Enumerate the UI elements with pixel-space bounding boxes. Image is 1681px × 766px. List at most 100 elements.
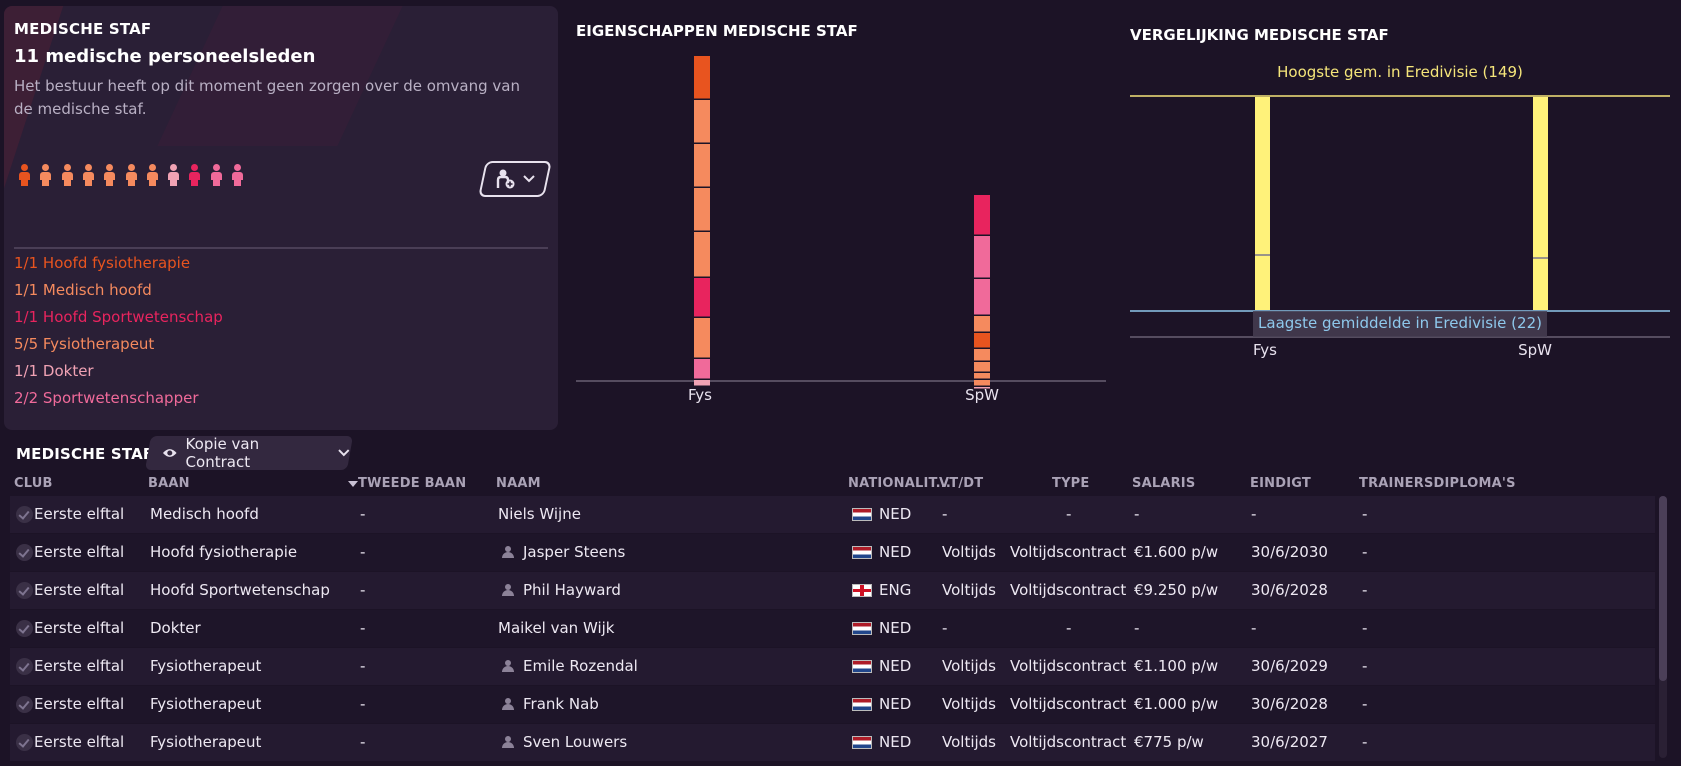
- column-header-salaris[interactable]: SALARIS: [1132, 476, 1196, 491]
- table-row[interactable]: Eerste elftal Hoofd fysiotherapie - Jasper …: [10, 534, 1655, 571]
- cell-club: Eerste elftal: [34, 505, 125, 523]
- column-header-tweede-baan[interactable]: TWEEDE BAAN: [358, 476, 467, 491]
- role-line: 1/1 Hoofd fysiotherapie: [14, 254, 191, 272]
- cell-naam[interactable]: Jasper Steens: [523, 543, 626, 561]
- cell-eindigt: -: [1251, 505, 1257, 523]
- cell-type: Voltijdscontract: [1010, 581, 1127, 599]
- cell-tweede-baan: -: [360, 657, 366, 675]
- attributes-bar-segment-spw: [974, 387, 990, 389]
- column-header-diplomas[interactable]: TRAINERSDIPLOMA'S: [1359, 476, 1516, 491]
- check-icon: [16, 658, 33, 675]
- cell-diplomas: -: [1362, 543, 1368, 561]
- sort-desc-icon: [348, 481, 358, 487]
- staff-member-icon: [501, 659, 515, 673]
- check-icon: [16, 696, 33, 713]
- column-header-type[interactable]: TYPE: [1052, 476, 1090, 491]
- cell-nationaliteit: NED: [879, 733, 912, 751]
- comparison-chart-title: VERGELIJKING MEDISCHE STAF: [1130, 26, 1389, 44]
- attributes-bar-segment-fys: [694, 144, 710, 187]
- cell-vtdt: Voltijds: [942, 657, 996, 675]
- cell-naam[interactable]: Frank Nab: [523, 695, 599, 713]
- cell-nationaliteit: ENG: [879, 581, 912, 599]
- table-row[interactable]: Eerste elftal Fysiotherapeut - Emile Rozend…: [10, 648, 1655, 685]
- column-header-club[interactable]: CLUB: [14, 476, 53, 491]
- comparison-high-label: Hoogste gem. in Eredivisie (149): [1277, 63, 1523, 81]
- attributes-bar-segment-spw: [974, 362, 990, 372]
- person-icon: [39, 164, 52, 186]
- summary-description: Het bestuur heeft op dit moment geen zor…: [14, 77, 520, 118]
- table-scrollbar-thumb[interactable]: [1659, 496, 1667, 681]
- cell-nationaliteit: NED: [879, 695, 912, 713]
- eye-icon: [162, 449, 177, 457]
- column-header-baan[interactable]: BAAN: [148, 476, 190, 491]
- table-row[interactable]: Eerste elftal Hoofd Sportwetenschap - Phil …: [10, 572, 1655, 609]
- cell-naam[interactable]: Maikel van Wijk: [498, 619, 615, 637]
- staff-member-icon: [501, 545, 515, 559]
- check-icon: [16, 582, 33, 599]
- cell-club: Eerste elftal: [34, 733, 125, 751]
- column-header-vtdt[interactable]: VT/DT: [939, 476, 984, 491]
- cell-baan: Hoofd fysiotherapie: [150, 543, 298, 561]
- cell-naam[interactable]: Sven Louwers: [523, 733, 628, 751]
- table-row[interactable]: Eerste elftal Dokter - Maikel van Wijk NED - -…: [10, 610, 1655, 647]
- person-icon: [188, 164, 201, 186]
- attributes-bar-segment-fys: [694, 56, 710, 99]
- column-header-naam[interactable]: NAAM: [496, 476, 541, 491]
- check-icon: [16, 544, 33, 561]
- person-icon: [125, 164, 137, 186]
- cell-baan: Medisch hoofd: [150, 505, 259, 523]
- flag-icon: [852, 546, 872, 559]
- cell-baan: Fysiotherapeut: [150, 733, 262, 751]
- attributes-chart-title: EIGENSCHAPPEN MEDISCHE STAF: [576, 22, 858, 40]
- staff-member-icon: [501, 697, 515, 711]
- role-line: 5/5 Fysiotherapeut: [14, 335, 155, 353]
- attributes-bar-segment-spw: [974, 236, 990, 278]
- staff-view-toggle-button[interactable]: [478, 161, 552, 197]
- attributes-bar-segment-fys: [694, 232, 710, 277]
- person-icon: [210, 164, 222, 186]
- cell-salaris: €1.600 p/w: [1134, 543, 1219, 561]
- cell-club: Eerste elftal: [34, 695, 125, 713]
- role-line: 1/1 Medisch hoofd: [14, 281, 152, 299]
- flag-icon: [852, 508, 872, 521]
- attributes-bar-segment-spw: [974, 380, 990, 386]
- cell-salaris: -: [1134, 505, 1140, 523]
- view-select[interactable]: Kopie van Contract: [145, 435, 353, 471]
- person-icon: [61, 164, 73, 186]
- cell-naam[interactable]: Phil Hayward: [523, 581, 621, 599]
- role-line: 1/1 Hoofd Sportwetenschap: [14, 308, 223, 326]
- cell-baan: Fysiotherapeut: [150, 657, 262, 675]
- cell-type: -: [1066, 505, 1072, 523]
- attributes-bar-segment-fys: [694, 359, 710, 379]
- attributes-bar-segment-spw: [974, 349, 990, 361]
- person-icon: [167, 164, 180, 186]
- cell-diplomas: -: [1362, 619, 1368, 637]
- column-header-eindigt[interactable]: EINDIGT: [1250, 476, 1311, 491]
- cell-tweede-baan: -: [360, 733, 366, 751]
- cell-eindigt: 30/6/2028: [1251, 581, 1328, 599]
- cell-club: Eerste elftal: [34, 657, 125, 675]
- flag-icon: [852, 698, 872, 711]
- comparison-tick-label: Fys: [1253, 341, 1277, 359]
- cell-naam[interactable]: Niels Wijne: [498, 505, 581, 523]
- cell-salaris: €1.100 p/w: [1134, 657, 1219, 675]
- medical-staff-summary-panel: MEDISCHE STAF 11 medische personeelslede…: [4, 6, 558, 430]
- cell-baan: Fysiotherapeut: [150, 695, 262, 713]
- cell-type: Voltijdscontract: [1010, 543, 1127, 561]
- flag-icon: [852, 584, 872, 597]
- cell-naam[interactable]: Emile Rozendal: [523, 657, 638, 675]
- comparison-low-label: Laagste gemiddelde in Eredivisie (22): [1258, 314, 1542, 332]
- check-icon: [16, 620, 33, 637]
- cell-salaris: €775 p/w: [1134, 733, 1204, 751]
- table-row[interactable]: Eerste elftal Fysiotherapeut - Frank Nab NED…: [10, 686, 1655, 723]
- table-row[interactable]: Eerste elftal Medisch hoofd - Niels Wijne NE…: [10, 496, 1655, 533]
- cell-tweede-baan: -: [360, 543, 366, 561]
- cell-vtdt: Voltijds: [942, 543, 996, 561]
- attributes-tick-label: SpW: [965, 386, 999, 404]
- summary-divider: [14, 247, 548, 249]
- column-header-nationaliteit[interactable]: NATIONALIT...: [848, 476, 952, 491]
- table-row[interactable]: Eerste elftal Fysiotherapeut - Sven Louwers…: [10, 724, 1655, 761]
- cell-nationaliteit: NED: [879, 505, 912, 523]
- attributes-bar-segment-fys: [694, 278, 710, 317]
- chevron-down-icon: [523, 175, 535, 183]
